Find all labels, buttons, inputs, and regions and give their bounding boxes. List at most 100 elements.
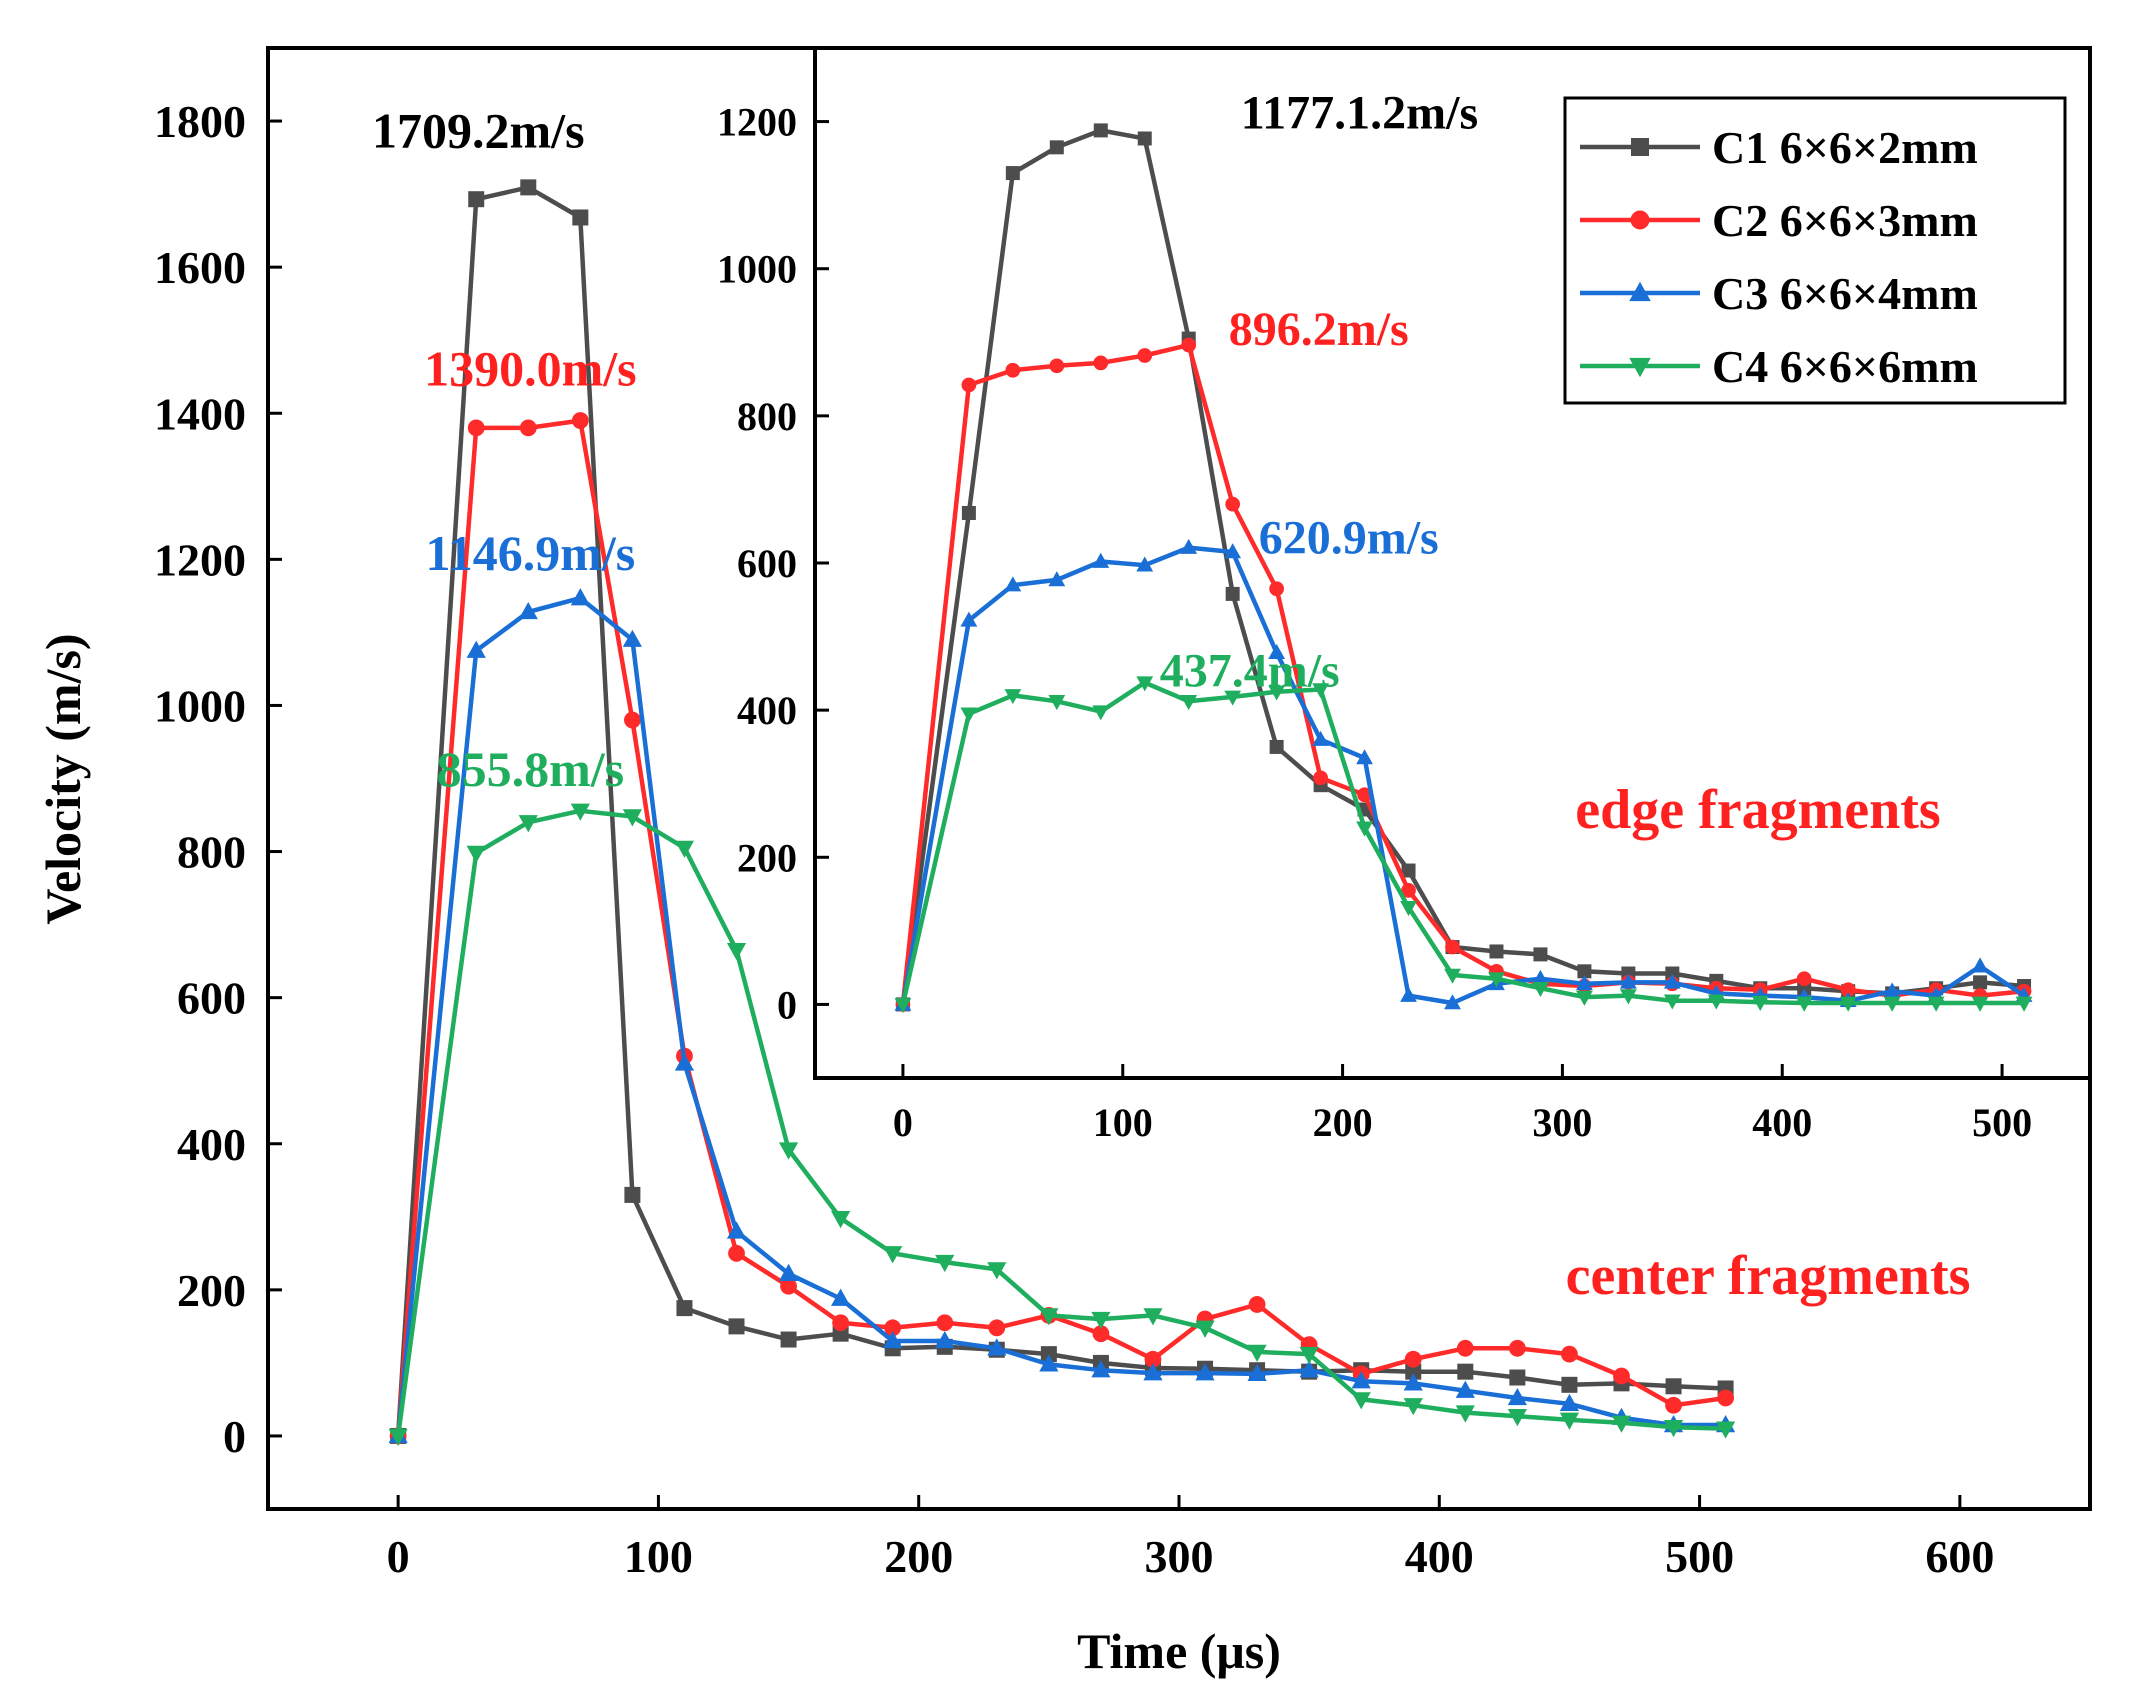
- inset-x-tick-label: 500: [1972, 1100, 2032, 1145]
- main-point-C3: [622, 629, 642, 647]
- inset-point-C3: [1444, 994, 1461, 1010]
- inset-line-C3: [900, 545, 2026, 1006]
- legend-marker-C2: [1630, 210, 1650, 230]
- main-point-C3: [1559, 1393, 1580, 1412]
- main-x-tick-label: 300: [1145, 1531, 1214, 1582]
- inset-point-C1: [1269, 739, 1284, 754]
- inset-x-tick-label: 100: [1093, 1100, 1153, 1145]
- inset-point-C1: [1005, 166, 1020, 181]
- main-point-C2: [624, 711, 641, 729]
- main-point-C4: [1091, 1311, 1111, 1330]
- main-series-C3: [388, 588, 1736, 1444]
- main-point-C4: [1039, 1308, 1059, 1326]
- main-point-C3: [778, 1263, 799, 1281]
- inset-point-C4: [894, 998, 912, 1014]
- main-point-C1: [572, 209, 589, 226]
- main-y-tick-label: 0: [223, 1411, 246, 1462]
- main-point-C4: [674, 840, 695, 858]
- main-point-C4: [1299, 1346, 1319, 1365]
- main-point-C4: [1247, 1344, 1267, 1362]
- legend: C1 6×6×2mm C2 6×6×3mm C3 6×6×4mm C4 6×6×6mm: [1563, 96, 2067, 405]
- inset-x-tick-label: 200: [1313, 1100, 1373, 1145]
- inset-series-C4: [894, 676, 2033, 1014]
- inset-point-C2: [1401, 883, 1416, 898]
- inset-annotation-C1: 1177.1.2m/s: [1241, 86, 1478, 139]
- legend-marker-C3: [1629, 281, 1651, 302]
- inset-y-tick-label: 200: [737, 835, 797, 880]
- main-point-C4: [778, 1142, 799, 1160]
- inset-point-C2: [1796, 971, 1812, 987]
- main-series-C4: [388, 803, 1736, 1446]
- inset-point-C2: [1225, 496, 1241, 512]
- inset-point-C4: [1663, 994, 1681, 1010]
- inset-point-C3: [1619, 973, 1637, 989]
- main-point-C2: [988, 1319, 1006, 1337]
- main-point-C3: [883, 1330, 903, 1349]
- inset-point-C1: [1577, 964, 1592, 979]
- main-point-C2: [1404, 1350, 1422, 1368]
- main-point-C2: [571, 412, 589, 429]
- inset-point-C3: [1883, 982, 1901, 998]
- inset-point-C1: [1489, 944, 1504, 959]
- inset-line-C2: [900, 342, 2025, 1005]
- inset-point-C3: [1312, 730, 1330, 746]
- main-y-tick-label: 200: [177, 1265, 246, 1316]
- main-point-C4: [987, 1262, 1007, 1280]
- main-annotation-C1: 1709.2m/s: [372, 102, 585, 158]
- inset-point-C4: [1268, 685, 1286, 701]
- legend-label-C1: C1 6×6×2mm: [1712, 122, 1978, 173]
- main-y-tick-label: 1600: [154, 242, 246, 293]
- inset-point-C4: [1400, 901, 1417, 917]
- main-point-C1: [1665, 1378, 1682, 1395]
- main-point-C2: [1508, 1339, 1526, 1357]
- main-point-C2: [936, 1314, 954, 1332]
- main-point-C4: [1663, 1419, 1684, 1438]
- main-x-tick-label: 0: [387, 1531, 410, 1582]
- main-point-C2: [1144, 1350, 1162, 1368]
- main-point-C4: [1351, 1392, 1371, 1410]
- inset-point-C3: [1663, 973, 1681, 989]
- main-line-C1: [395, 185, 1726, 1437]
- inset-point-C1: [1973, 975, 1988, 990]
- main-point-C3: [674, 1053, 695, 1071]
- inset-point-C4: [1004, 689, 1022, 705]
- main-point-C4: [726, 942, 747, 961]
- inset-point-C2: [1093, 355, 1109, 371]
- main-point-C2: [467, 419, 485, 437]
- main-point-C2: [728, 1244, 745, 1262]
- main-point-C3: [1507, 1387, 1527, 1406]
- inset-point-C4: [1092, 705, 1110, 721]
- main-axes: 0 100 200 300 400 500 600020040060080010001200…: [154, 96, 1994, 1582]
- inset-region-label: edge fragments: [1575, 779, 1940, 841]
- inset-series-group: [894, 123, 2033, 1014]
- main-x-tick-label: 100: [624, 1531, 693, 1582]
- main-point-C4: [935, 1254, 955, 1273]
- main-line-C4: [395, 808, 1726, 1437]
- inset-point-C1: [1665, 966, 1680, 981]
- main-point-C3: [1039, 1354, 1059, 1372]
- inset-y-tick-label: 1000: [717, 247, 797, 292]
- inset-point-C4: [1048, 695, 1066, 711]
- legend-marker-C4: [1629, 357, 1651, 378]
- main-series-C2: [389, 412, 1734, 1445]
- main-point-C3: [466, 640, 486, 658]
- inset-point-C3: [1180, 538, 1198, 554]
- inset-point-C2: [1137, 348, 1153, 363]
- inset-point-C1: [1225, 586, 1240, 601]
- main-point-C3: [987, 1338, 1007, 1356]
- main-point-C3: [518, 601, 538, 620]
- main-point-C1: [728, 1318, 745, 1335]
- inset-point-C4: [1839, 996, 1857, 1012]
- main-annotation-C4: 855.8m/s: [437, 741, 625, 797]
- main-point-C2: [780, 1277, 797, 1295]
- inset-point-C4: [1971, 996, 1989, 1012]
- legend-label-C2: C2 6×6×3mm: [1712, 195, 1978, 246]
- main-y-tick-label: 1000: [154, 680, 246, 731]
- main-point-C3: [570, 588, 590, 606]
- inset-annotation-C4: 437.4m/s: [1160, 645, 1340, 698]
- main-point-C3: [1455, 1380, 1475, 1398]
- main-point-C2: [1248, 1296, 1266, 1313]
- inset-point-C4: [1312, 683, 1330, 699]
- inset-point-C3: [1224, 543, 1242, 559]
- inset-point-C1: [1049, 140, 1064, 155]
